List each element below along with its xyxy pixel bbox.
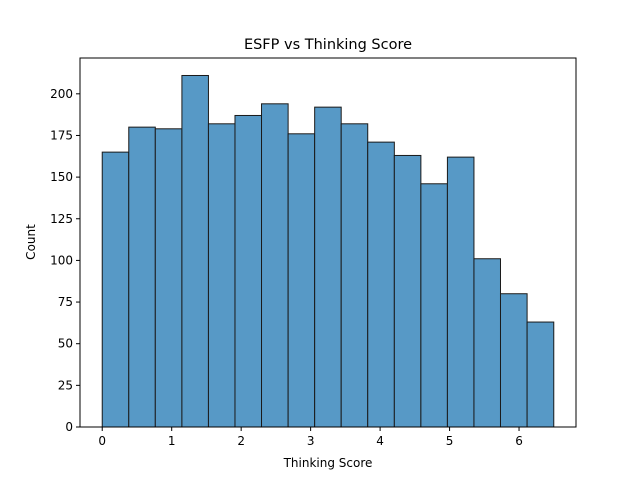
x-tick-label: 2 <box>237 434 245 448</box>
y-tick-label: 0 <box>65 420 73 434</box>
histogram-bar <box>420 183 448 428</box>
y-tick-label: 50 <box>58 337 73 351</box>
histogram-bar <box>393 154 422 428</box>
histogram-bar <box>473 258 501 428</box>
y-tick-label: 175 <box>50 128 73 142</box>
x-axis-label: Thinking Score <box>283 456 373 470</box>
x-tick-label: 4 <box>376 434 384 448</box>
histogram-bar <box>128 126 156 428</box>
chart-title: ESFP vs Thinking Score <box>244 37 412 53</box>
histogram-bar <box>367 141 395 428</box>
x-tick-label: 3 <box>307 434 315 448</box>
plot-frame <box>79 57 577 428</box>
histogram-bar <box>287 133 316 428</box>
histogram-bar <box>101 151 130 428</box>
x-tick-label: 5 <box>446 434 454 448</box>
x-tick-label: 6 <box>515 434 523 448</box>
histogram-bar <box>526 321 555 428</box>
histogram-bar <box>261 103 289 428</box>
histogram-bar <box>234 114 263 428</box>
x-tick-label: 0 <box>98 434 106 448</box>
histogram-bar <box>499 293 528 428</box>
y-tick-label: 25 <box>58 378 73 392</box>
y-axis-label: Count <box>24 224 38 260</box>
histogram-bar <box>446 156 475 428</box>
histogram-bar <box>181 74 209 428</box>
bars-group <box>101 74 555 428</box>
y-axis-ticks: 0 25 50 75 100 125 150 175 200 <box>50 87 80 434</box>
x-tick-label: 1 <box>168 434 176 448</box>
y-tick-label: 125 <box>50 212 73 226</box>
histogram-bar <box>340 123 369 428</box>
histogram-bar <box>207 123 236 428</box>
x-axis-ticks: 0 1 2 3 4 5 6 <box>98 427 523 448</box>
y-tick-label: 150 <box>50 170 73 184</box>
y-tick-label: 100 <box>50 253 73 267</box>
y-tick-label: 200 <box>50 87 73 101</box>
y-tick-label: 75 <box>58 295 73 309</box>
histogram-bar <box>154 128 183 428</box>
histogram-bar <box>314 106 342 428</box>
